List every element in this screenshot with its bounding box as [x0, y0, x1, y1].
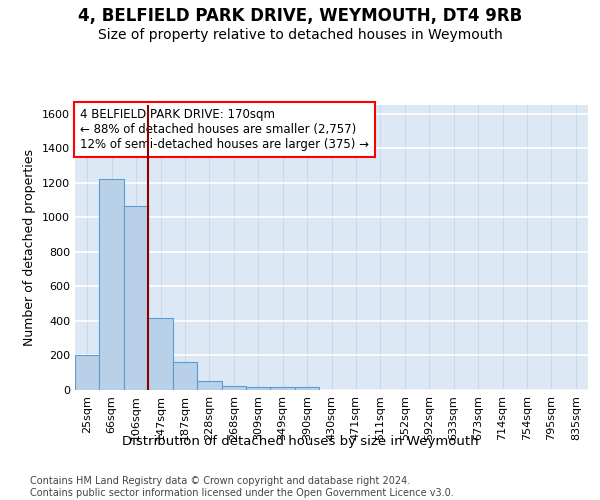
Text: Contains HM Land Registry data © Crown copyright and database right 2024.
Contai: Contains HM Land Registry data © Crown c…	[30, 476, 454, 498]
Y-axis label: Number of detached properties: Number of detached properties	[23, 149, 37, 346]
Text: 4 BELFIELD PARK DRIVE: 170sqm
← 88% of detached houses are smaller (2,757)
12% o: 4 BELFIELD PARK DRIVE: 170sqm ← 88% of d…	[80, 108, 369, 151]
Bar	[173, 362, 197, 390]
Text: Size of property relative to detached houses in Weymouth: Size of property relative to detached ho…	[98, 28, 502, 42]
Bar	[75, 356, 100, 390]
Bar	[197, 380, 221, 390]
Bar	[100, 180, 124, 390]
Bar	[221, 386, 246, 390]
Text: 4, BELFIELD PARK DRIVE, WEYMOUTH, DT4 9RB: 4, BELFIELD PARK DRIVE, WEYMOUTH, DT4 9R…	[78, 8, 522, 26]
Bar	[124, 206, 148, 390]
Bar	[295, 388, 319, 390]
Bar	[271, 388, 295, 390]
Text: Distribution of detached houses by size in Weymouth: Distribution of detached houses by size …	[122, 435, 478, 448]
Bar	[148, 318, 173, 390]
Bar	[246, 388, 271, 390]
